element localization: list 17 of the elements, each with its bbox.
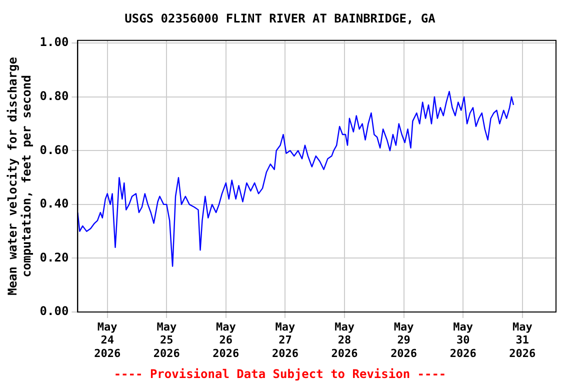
y-tick-label: 0.60 <box>40 142 69 157</box>
x-tick-label: May 24 2026 <box>94 320 121 360</box>
x-tick-label: May 30 2026 <box>450 320 477 360</box>
y-tick-label: 0.20 <box>40 250 69 264</box>
x-tick-label: May 31 2026 <box>509 320 536 360</box>
y-axis-title: Mean water velocity for discharge computation, feet per second <box>5 56 34 296</box>
x-tick-label: May 27 2026 <box>272 320 299 360</box>
y-tick-label: 0.40 <box>40 196 69 211</box>
chart-title: USGS 02356000 FLINT RIVER AT BAINBRIDGE, GA <box>124 11 436 26</box>
x-tick-label: May 28 2026 <box>331 320 358 360</box>
x-tick-label: May 25 2026 <box>153 320 180 360</box>
x-tick-label: May 26 2026 <box>212 320 240 360</box>
y-tick-label: 1.00 <box>40 35 69 50</box>
y-tick-label: 0.80 <box>40 88 69 103</box>
x-tick-label: May 29 2026 <box>390 320 418 360</box>
y-tick-label: 0.00 <box>40 304 69 318</box>
text: ---- Provisional Data Subject to Revision ---- <box>114 366 446 381</box>
